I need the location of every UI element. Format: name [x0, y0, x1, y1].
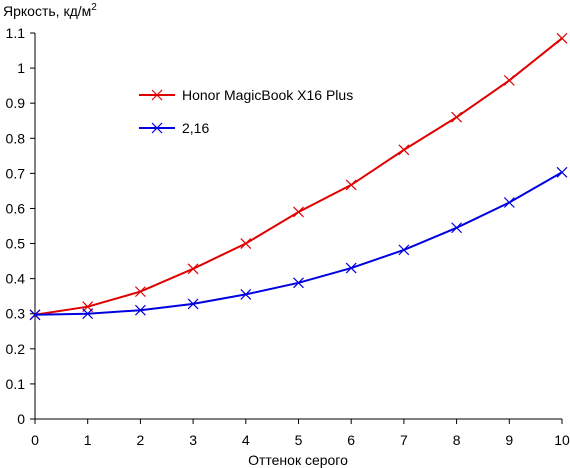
legend-label: Honor MagicBook X16 Plus: [182, 87, 353, 103]
x-tick-label: 0: [31, 432, 39, 448]
data-point-marker: [134, 304, 146, 316]
data-point-marker: [345, 179, 357, 191]
data-point-marker: [187, 263, 199, 275]
data-point-marker: [451, 111, 463, 123]
legend-marker-x-icon: [151, 89, 163, 101]
legend-item: 2,16: [139, 120, 209, 136]
data-point-marker: [29, 309, 41, 321]
legend-label: 2,16: [182, 120, 209, 136]
x-tick-label: 7: [400, 432, 408, 448]
y-tick-label: 0: [17, 411, 25, 427]
x-tick-label: 3: [189, 432, 197, 448]
data-point-marker: [187, 298, 199, 310]
data-point-marker: [240, 289, 252, 300]
series-1: [29, 32, 568, 321]
y-tick-label: 0.7: [6, 165, 26, 181]
data-point-marker: [398, 144, 410, 156]
data-point-marker: [293, 277, 304, 289]
x-tick-label: 6: [347, 432, 355, 448]
series-layer: [29, 32, 568, 321]
series-2: [29, 166, 568, 321]
x-axis-title: Оттенок серого: [248, 452, 348, 468]
data-point-marker: [503, 74, 515, 86]
legend: Honor MagicBook X16 Plus 2,16: [139, 87, 353, 136]
x-tick-label: 2: [137, 432, 145, 448]
x-tick-label: 10: [554, 432, 570, 448]
data-point-marker: [345, 262, 357, 274]
y-tick-label: 0.9: [6, 95, 26, 111]
y-tick-label: 1.1: [6, 25, 26, 41]
legend-marker-x-icon: [151, 122, 163, 134]
data-point-marker: [134, 286, 146, 298]
x-axis-ticks: 0 1 2 3 4 5 6 7 8 9 10: [31, 419, 570, 448]
series-line: [34, 37, 563, 316]
data-point-marker: [451, 222, 463, 234]
y-tick-label: 0.3: [6, 306, 26, 322]
data-point-marker: [503, 197, 515, 208]
x-tick-label: 9: [505, 432, 513, 448]
y-axis-title-superscript: 2: [91, 2, 97, 13]
legend-item: Honor MagicBook X16 Plus: [139, 87, 353, 103]
y-axis-title-text: Яркость, кд/м: [3, 3, 91, 19]
y-axis-title: Яркость, кд/м2: [3, 2, 97, 19]
y-tick-label: 0.5: [6, 236, 26, 252]
data-point-marker: [293, 206, 304, 218]
y-tick-label: 1: [17, 60, 25, 76]
series-line: [34, 171, 563, 316]
data-point-marker: [82, 308, 94, 320]
y-axis-ticks: 0 0.1 0.2 0.3 0.4 0.5 0.6 0.7 0.8 0.9 1 1.1: [6, 25, 35, 427]
y-tick-label: 0.4: [6, 271, 26, 287]
y-tick-label: 0.1: [6, 376, 26, 392]
x-tick-label: 1: [84, 432, 92, 448]
x-tick-label: 5: [295, 432, 303, 448]
data-point-marker: [240, 238, 252, 249]
x-tick-label: 4: [242, 432, 250, 448]
data-point-marker: [556, 32, 568, 44]
y-tick-label: 0.2: [6, 341, 26, 357]
data-point-marker: [556, 166, 568, 178]
y-tick-label: 0.8: [6, 130, 26, 146]
data-point-marker: [398, 244, 410, 256]
y-tick-label: 0.6: [6, 200, 26, 216]
x-tick-label: 8: [453, 432, 461, 448]
